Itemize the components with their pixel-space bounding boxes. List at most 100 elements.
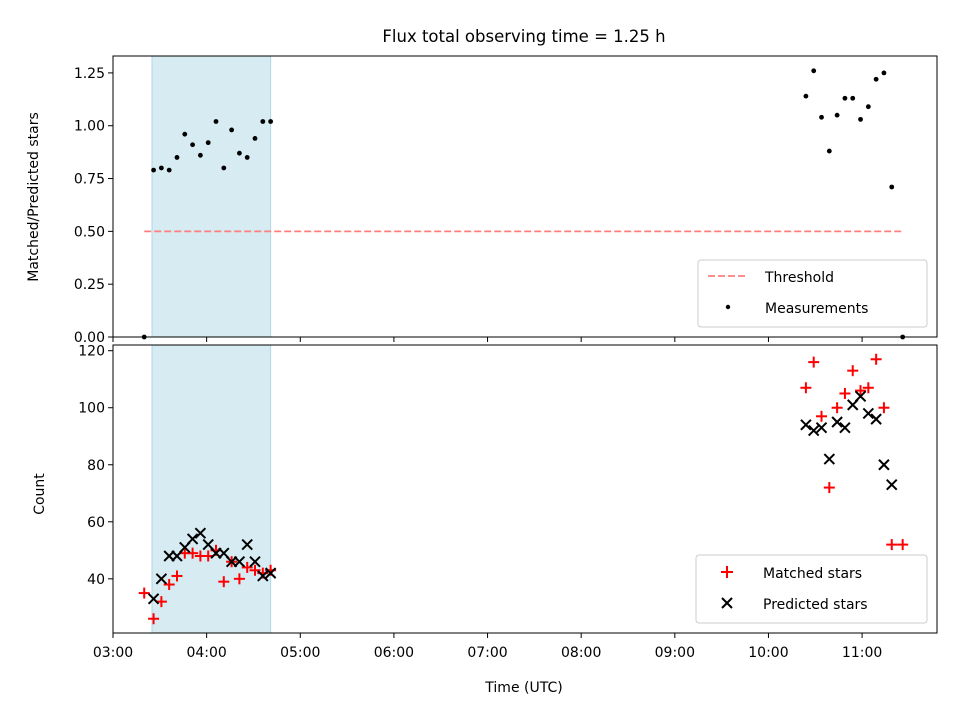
predicted-star-point bbox=[241, 538, 253, 551]
predicted-star-point bbox=[233, 556, 246, 568]
bottom-x-tick-label: 08:00 bbox=[561, 645, 601, 661]
matched-star-point bbox=[886, 539, 898, 551]
predicted-star-point bbox=[854, 390, 867, 403]
predicted-star-point bbox=[886, 479, 898, 491]
bottom-legend: Matched stars Predicted stars bbox=[695, 554, 928, 624]
legend-predicted-swatch bbox=[721, 597, 733, 609]
legend-matched-label: Matched stars bbox=[763, 566, 862, 582]
measurement-point bbox=[252, 135, 258, 141]
measurement-point bbox=[213, 119, 219, 124]
matched-star-point bbox=[847, 365, 859, 377]
bottom-y-tick-label: 60 bbox=[87, 515, 105, 531]
predicted-star-point bbox=[878, 459, 890, 471]
measurement-point bbox=[889, 184, 895, 190]
measurement-point bbox=[166, 167, 172, 173]
matched-star-point bbox=[897, 539, 909, 551]
chart-title: Flux total observing time = 1.25 h bbox=[382, 27, 665, 46]
top-y-tick-label: 0.00 bbox=[74, 330, 105, 346]
bottom-x-tick-label: 06:00 bbox=[374, 645, 414, 661]
bottom-x-ticks: 03:00 04:00 05:00 06:00 07:00 08:00 09:00 10:00… bbox=[93, 633, 882, 661]
bottom-x-tick-label: 07:00 bbox=[467, 645, 507, 661]
top-y-tick-label: 1.25 bbox=[74, 66, 105, 82]
matched-star-point bbox=[187, 547, 199, 559]
bottom-x-tick-label: 11:00 bbox=[842, 645, 882, 661]
top-y-tick-label: 1.00 bbox=[74, 119, 105, 135]
predicted-star-point bbox=[264, 567, 277, 579]
measurement-points bbox=[141, 68, 906, 340]
top-y-tick-label: 0.75 bbox=[74, 172, 105, 188]
top-y-label: Matched/Predicted stars bbox=[26, 112, 42, 282]
bottom-legend-box bbox=[695, 554, 928, 624]
bottom-x-tick-label: 04:00 bbox=[186, 645, 226, 661]
matched-stars-points bbox=[138, 353, 909, 625]
predicted-star-point bbox=[839, 421, 851, 434]
measurement-point bbox=[151, 167, 156, 173]
matched-star-point bbox=[839, 387, 851, 399]
predicted-stars-points bbox=[147, 390, 898, 605]
matched-star-point bbox=[831, 402, 843, 414]
legend-measurements-label: Measurements bbox=[765, 301, 868, 317]
legend-matched-swatch bbox=[721, 566, 733, 578]
predicted-star-point bbox=[815, 421, 828, 434]
legend-threshold-label: Threshold bbox=[764, 270, 834, 286]
top-panel: 0.00 0.25 0.50 0.75 1.00 1.25 Matched/Predict… bbox=[26, 55, 938, 346]
measurement-point bbox=[803, 93, 809, 99]
matched-star-point bbox=[218, 576, 230, 588]
bottom-y-tick-label: 40 bbox=[87, 572, 105, 588]
matched-star-point bbox=[862, 382, 874, 394]
matched-star-point bbox=[823, 482, 835, 494]
top-shaded-span bbox=[151, 55, 272, 338]
matched-star-point bbox=[800, 382, 812, 394]
bottom-x-tick-label: 05:00 bbox=[280, 645, 320, 661]
predicted-star-point bbox=[862, 407, 875, 420]
bottom-x-tick-label: 03:00 bbox=[93, 645, 133, 661]
legend-measurements-swatch bbox=[725, 304, 731, 310]
matched-star-point bbox=[233, 573, 245, 585]
matched-star-point bbox=[138, 587, 150, 599]
top-x-ticks bbox=[112, 337, 863, 342]
top-y-tick-label: 0.50 bbox=[74, 224, 105, 240]
predicted-star-point bbox=[257, 570, 269, 582]
measurement-point bbox=[158, 165, 164, 171]
measurement-point bbox=[842, 95, 848, 101]
measurement-point bbox=[850, 95, 856, 101]
top-axes-frame bbox=[112, 55, 938, 338]
measurement-point bbox=[229, 127, 235, 133]
matched-star-point bbox=[163, 579, 175, 591]
predicted-star-point bbox=[823, 453, 836, 465]
top-y-tick-label: 0.25 bbox=[74, 277, 105, 293]
measurement-point bbox=[174, 155, 180, 160]
bottom-panel: 40 60 80 100 120 03:00 04:00 05:00 06:00 07:00 08… bbox=[32, 344, 938, 696]
bottom-y-tick-label: 80 bbox=[87, 458, 105, 474]
matched-star-point bbox=[878, 402, 890, 414]
predicted-star-point bbox=[870, 413, 882, 425]
measurement-point bbox=[260, 119, 266, 124]
measurement-point bbox=[205, 140, 211, 146]
predicted-star-point bbox=[194, 527, 207, 539]
measurement-point bbox=[811, 68, 817, 74]
matched-star-point bbox=[249, 564, 261, 576]
measurement-point bbox=[244, 155, 250, 160]
top-legend: Threshold Measurements bbox=[697, 259, 928, 328]
legend-predicted-label: Predicted stars bbox=[763, 597, 868, 613]
bottom-y-ticks: 40 60 80 100 120 bbox=[78, 344, 113, 588]
predicted-star-point bbox=[808, 424, 820, 437]
measurement-point bbox=[865, 104, 871, 110]
matched-star-point bbox=[870, 353, 882, 365]
matched-star-point bbox=[816, 410, 828, 422]
measurement-point bbox=[881, 70, 887, 76]
bottom-y-label: Count bbox=[32, 473, 48, 515]
measurement-point bbox=[190, 142, 195, 148]
measurement-point bbox=[873, 76, 879, 82]
predicted-star-point bbox=[249, 556, 261, 568]
predicted-star-point bbox=[800, 419, 812, 431]
bottom-x-tick-label: 09:00 bbox=[655, 645, 695, 661]
measurement-point bbox=[237, 150, 242, 156]
bottom-y-tick-label: 120 bbox=[78, 344, 105, 360]
measurement-point bbox=[826, 148, 832, 154]
predicted-star-point bbox=[155, 573, 168, 585]
bottom-x-tick-label: 10:00 bbox=[748, 645, 788, 661]
top-y-ticks: 0.00 0.25 0.50 0.75 1.00 1.25 bbox=[74, 66, 113, 346]
matched-star-point bbox=[855, 385, 867, 397]
